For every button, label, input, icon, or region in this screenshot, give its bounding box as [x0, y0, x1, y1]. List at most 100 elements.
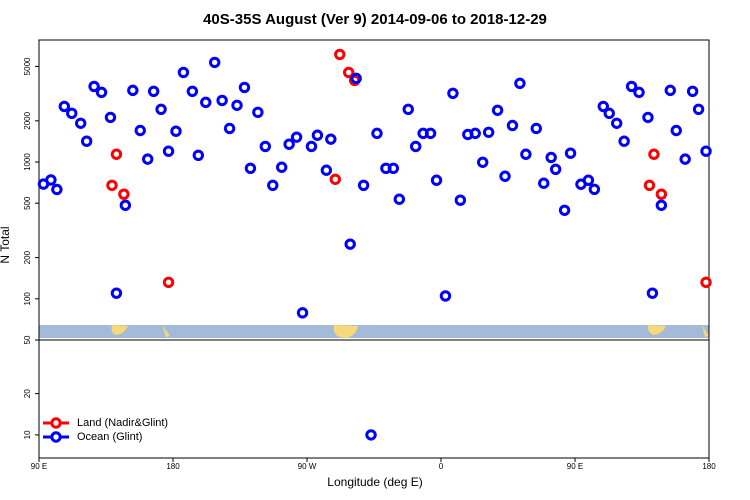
data-point: [127, 84, 139, 97]
data-point: [625, 80, 638, 93]
land-shape: [702, 325, 709, 337]
chart-title: 40S-35S August (Ver 9) 2014-09-06 to 201…: [203, 11, 547, 28]
ocean-strip: [39, 325, 709, 338]
y-tick-label: 5000: [23, 57, 32, 75]
data-point: [74, 117, 87, 129]
x-tick-label: 90 E: [567, 462, 583, 471]
data-point: [402, 103, 414, 115]
data-point: [267, 179, 279, 191]
x-tick-label: 90 W: [298, 462, 317, 471]
y-tick-label: 2000: [23, 111, 32, 129]
data-point: [597, 100, 609, 113]
data-point: [118, 188, 130, 200]
data-point: [482, 126, 495, 138]
data-point: [110, 287, 123, 299]
data-point: [530, 122, 542, 135]
legend-marker: [50, 417, 62, 429]
land-shape: [111, 325, 128, 335]
data-point: [588, 183, 601, 195]
data-point: [679, 153, 691, 165]
data-point: [177, 66, 190, 79]
data-point: [147, 85, 160, 97]
data-point: [646, 287, 659, 299]
data-point: [371, 127, 383, 140]
data-point: [469, 127, 481, 140]
data-point: [514, 77, 526, 90]
y-tick-label: 10: [23, 430, 32, 439]
data-point: [208, 56, 221, 69]
data-point: [664, 84, 676, 97]
data-point: [45, 174, 57, 186]
land-shape: [333, 325, 358, 338]
data-point: [51, 183, 63, 196]
data-point: [700, 276, 712, 289]
data-point: [447, 87, 459, 100]
data-point: [655, 188, 668, 200]
data-point: [344, 238, 356, 250]
data-point: [305, 140, 318, 153]
data-point: [231, 99, 243, 111]
data-point: [648, 148, 660, 160]
data-point: [350, 72, 362, 85]
y-tick-label: 200: [23, 250, 32, 264]
legend-label: Ocean (Glint): [77, 431, 142, 443]
data-point: [520, 148, 532, 160]
data-point: [610, 117, 623, 129]
data-point: [296, 307, 309, 319]
data-point: [545, 151, 557, 164]
y-tick-label: 100: [23, 292, 32, 306]
data-point: [549, 163, 562, 175]
data-point: [186, 85, 199, 97]
x-axis-label: Longitude (deg E): [327, 475, 422, 489]
data-point: [311, 129, 324, 141]
data-point: [491, 104, 504, 116]
data-point: [558, 204, 571, 216]
data-point: [357, 179, 370, 191]
data-point: [538, 177, 550, 189]
y-tick-label: 50: [23, 335, 32, 344]
data-point: [618, 135, 630, 147]
data-point: [104, 111, 117, 124]
x-tick-label: 90 E: [31, 462, 47, 471]
data-point: [252, 106, 264, 118]
data-point: [564, 147, 577, 159]
data-point: [110, 148, 123, 160]
data-point: [320, 164, 333, 176]
data-point: [430, 174, 443, 186]
legend: Land (Nadir&Glint) Ocean (Glint): [43, 417, 168, 443]
data-point: [409, 140, 422, 153]
data-point: [106, 179, 118, 191]
data-point: [439, 290, 452, 302]
x-tick-label: 180: [166, 462, 180, 471]
data-point: [393, 193, 406, 205]
x-tick-label: 180: [702, 462, 716, 471]
land-shape: [647, 325, 666, 335]
data-point: [200, 96, 212, 109]
data-point: [424, 127, 437, 140]
data-point: [162, 276, 175, 289]
data-point: [141, 153, 154, 165]
data-point: [692, 103, 705, 115]
data-point: [655, 199, 668, 211]
data-point: [216, 94, 228, 107]
data-point: [387, 162, 400, 174]
data-point: [259, 140, 272, 153]
data-point: [283, 138, 295, 150]
data-point: [582, 174, 595, 186]
data-point: [80, 135, 93, 147]
data-point: [454, 194, 467, 206]
data-point: [686, 85, 699, 97]
data-point: [238, 81, 251, 94]
land-shape: [162, 325, 170, 337]
data-point: [499, 170, 511, 182]
data-point: [365, 429, 377, 441]
data-point: [66, 107, 78, 120]
legend-marker: [50, 431, 62, 443]
data-point: [162, 145, 175, 157]
data-point: [155, 103, 167, 115]
data-point: [700, 145, 712, 157]
y-tick-label: 500: [23, 196, 32, 210]
data-point: [643, 179, 656, 191]
